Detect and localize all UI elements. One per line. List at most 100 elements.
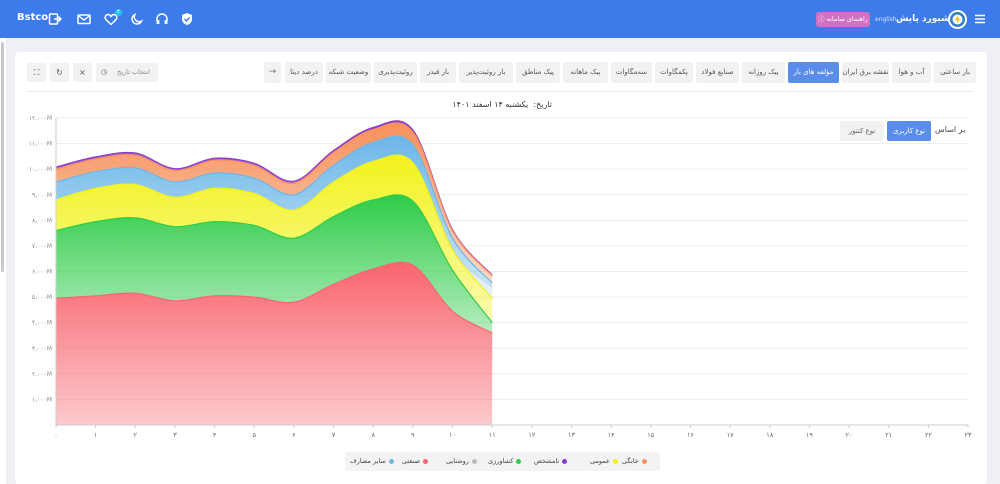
y-tick-label: ۶,۰۰۰M [32,269,52,276]
legend-item-public[interactable]: عمومی [590,457,618,465]
tab-iran-power-map[interactable]: نقشه برق ایران [842,62,889,83]
legend-dot [471,458,477,464]
refresh-icon[interactable]: ↻ [50,63,69,82]
x-tick-label: ۱ [94,431,98,439]
app-title: داشبورد پایش [896,14,958,24]
x-tick-label: ۱۵ [647,431,654,439]
tab-load-components[interactable]: مؤلفه های بار [788,62,839,83]
legend-label: خانگی [622,457,639,465]
legend-item-agriculture[interactable]: کشاورزی [488,457,522,465]
tabs-next-button[interactable]: → [264,62,281,83]
y-tick-label: ۱۲,۰۰۰M [29,115,52,122]
fullscreen-icon[interactable]: ⛶ [27,63,46,82]
x-tick-label: ۲۰ [846,431,853,439]
x-tick-label: ۱۲ [528,431,535,439]
x-tick-label: ۲ [134,431,138,439]
legend-dot [612,458,618,464]
legend-label: کشاورزی [488,457,514,465]
tab-observable-load[interactable]: بار روئیت‌پذیر [459,62,513,83]
usage-type-button[interactable]: نوع کاربری [887,121,931,141]
x-tick-label: ۷ [332,431,336,439]
y-tick-label: ۱۰,۰۰۰M [29,166,52,173]
app-logo [948,10,967,29]
y-tick-label: ۷,۰۰۰M [32,243,52,250]
x-tick-label: ۱۷ [727,431,734,439]
tab-steel-industries[interactable]: صنایع فولاد [696,62,739,83]
y-tick-label: ۱,۰۰۰M [32,396,52,403]
x-tick-label: ۱۳ [568,431,575,439]
filter-icon[interactable]: ⨯ [73,63,92,82]
legend-label: نامشخص [534,457,560,465]
legend-label: سایر مصارف [350,457,386,465]
tab-observability[interactable]: روئیت‌پذیری [374,62,417,83]
logout-icon[interactable] [48,12,62,26]
legend-item-lighting[interactable]: روشنایی [446,457,477,465]
y-tick-label: ۴,۰۰۰M [32,320,52,327]
series-line [55,194,493,324]
y-tick-label: ۸,۰۰۰M [32,217,52,224]
date-label: تاریخ: [533,100,552,109]
legend-label: صنعتی [402,457,420,465]
english-link[interactable]: english [875,16,897,23]
x-tick-label: ۱۰ [449,431,456,439]
x-tick-label: ۱۸ [766,431,773,439]
x-tick-label: ۰ [54,431,58,439]
y-tick-label: ۰ [49,422,52,429]
x-tick-label: ۵ [253,431,257,439]
scrollbar-thumb[interactable] [1,42,4,272]
legend-dot [423,458,428,464]
x-tick-label: ۸ [371,431,375,439]
x-tick-label: ۲۲ [925,431,932,439]
tab-network-status[interactable]: وضعیت شبکه [326,62,371,83]
clock-icon: ◷ [101,68,108,76]
legend-item-other-uses[interactable]: سایر مصارف [350,457,394,465]
series-line [55,154,493,299]
x-tick-label: ۱۴ [608,431,615,439]
series-line [55,120,493,276]
date-picker-input[interactable] [96,63,158,82]
hamburger-menu-icon[interactable] [974,13,986,25]
y-tick-label: ۲,۰۰۰M [32,371,52,378]
date-value: یکشنبه ۱۴ اسفند ۱۴۰۱ [452,100,529,109]
x-tick-label: ۴ [213,431,217,439]
tab-feeder-load[interactable]: بار فیدر [420,62,456,83]
legend-dot [516,458,522,464]
tab-daily-peak[interactable]: پیک روزانه [742,62,785,83]
x-tick-label: ۱۹ [806,431,813,439]
tab-weather[interactable]: آب و هوا [892,62,931,83]
tab-regional-peak[interactable]: پیک مناطق [516,62,560,83]
system-guide-label: راهنمای سامانه [826,15,868,23]
legend-item-industrial[interactable]: صنعتی [402,457,428,465]
system-guide-button[interactable]: ⓘ راهنمای سامانه [816,12,870,27]
y-tick-label: ۳,۰۰۰M [32,345,52,352]
mail-icon[interactable] [77,12,91,26]
series-line [55,261,493,334]
tab-data-percent[interactable]: درصد دیتا [285,62,323,83]
headset-icon[interactable] [155,12,169,26]
chart-legend [345,452,660,471]
legend-label: عمومی [590,457,610,465]
shield-check-icon[interactable] [180,12,194,26]
notification-badge: ۲ [115,9,122,16]
legend-dot [562,458,568,464]
y-tick-label: ۱۱,۰۰۰M [29,141,52,148]
legend-dot [641,458,647,464]
series-line [55,135,493,284]
x-tick-label: ۲۱ [885,431,892,439]
tab-three-megawatt[interactable]: سه‌مگاوات [611,62,652,83]
legend-label: روشنایی [446,457,469,465]
tab-hourly-load[interactable]: بار ساعتی [934,62,976,83]
legend-item-unknown[interactable]: نامشخص [534,457,568,465]
date-picker-placeholder: انتخاب تاریخ [117,68,150,76]
brand-name[interactable]: Bstco [17,12,49,23]
date-display: تاریخ: یکشنبه ۱۴ اسفند ۱۴۰۱ [0,100,552,109]
area-series [56,194,493,333]
legend-item-residential[interactable]: خانگی [622,457,647,465]
tab-monthly-peak[interactable]: پیک ماهانه [563,62,608,83]
x-tick-label: ۲۳ [965,431,972,439]
moon-icon[interactable] [130,12,144,26]
meter-type-button[interactable]: نوع کنتور [840,121,884,141]
legend-dot [388,458,394,464]
y-tick-label: ۵,۰۰۰M [32,294,52,301]
tab-one-megawatt[interactable]: پکمگاوات [655,62,693,83]
